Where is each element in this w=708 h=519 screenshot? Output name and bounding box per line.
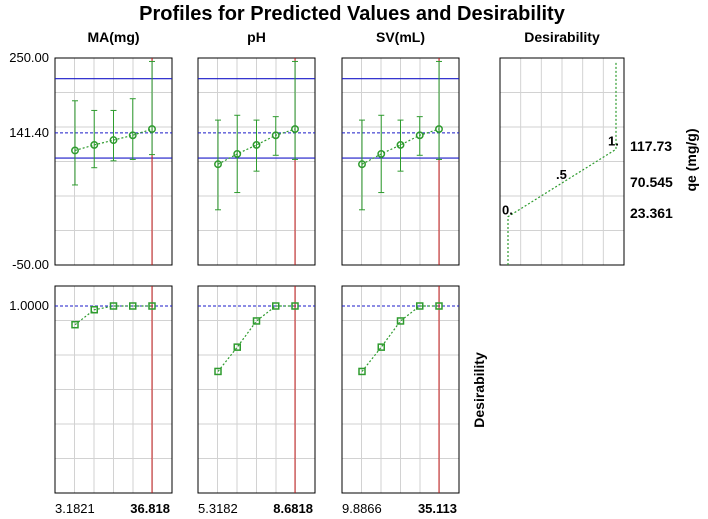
bottom-panel-grid xyxy=(342,286,459,493)
profile-point xyxy=(252,140,261,149)
factor-header: MA(mg) xyxy=(87,29,139,45)
desirability-point xyxy=(358,367,366,376)
qe-tick-label: 70.545 xyxy=(630,174,673,190)
profile-point xyxy=(271,131,280,140)
profile-point xyxy=(415,131,424,140)
y-tick-label: 141.40 xyxy=(9,125,49,140)
qe-axis-label: qe (mg/g) xyxy=(683,129,699,192)
profile-point xyxy=(291,125,299,134)
bottom-panel-grid xyxy=(198,286,315,493)
desirability-point xyxy=(148,302,156,310)
factor-header: SV(mL) xyxy=(376,29,425,45)
profile-point xyxy=(128,131,137,140)
y-tick-label: 1.0000 xyxy=(9,298,49,313)
top-panel-frame xyxy=(54,57,173,266)
desirability-point xyxy=(71,320,79,329)
profile-point xyxy=(377,149,386,158)
desirability-point xyxy=(291,302,299,310)
profile-point xyxy=(358,160,366,169)
factor-header: pH xyxy=(247,29,266,45)
profile-point xyxy=(148,125,156,134)
desirability-point xyxy=(128,302,137,310)
profile-point xyxy=(435,125,443,134)
desirability-point-label: .5 xyxy=(556,167,567,182)
desirability-point xyxy=(214,367,222,376)
bottom-panel-frame xyxy=(54,285,173,494)
desirability-line xyxy=(361,305,439,372)
x-tick-label-max: 35.113 xyxy=(418,501,457,516)
profile-point xyxy=(214,160,222,169)
desirability-header: Desirability xyxy=(524,29,600,45)
profile-point xyxy=(233,149,242,158)
desirability-grid xyxy=(500,58,624,265)
top-panel-grid xyxy=(55,58,172,265)
x-tick-label-min: 5.3182 xyxy=(198,501,238,516)
top-panel-frame xyxy=(341,57,460,266)
desirability-line xyxy=(74,305,152,326)
desirability-point xyxy=(377,343,385,351)
desirability-point-label: 1. xyxy=(608,133,619,148)
qe-tick-label: 23.361 xyxy=(630,205,673,221)
bottom-panel-frame xyxy=(197,285,316,494)
desirability-line xyxy=(217,305,295,372)
profile-point xyxy=(109,136,118,145)
x-tick-label-max: 8.6818 xyxy=(273,501,313,516)
chart-title: Profiles for Predicted Values and Desira… xyxy=(139,3,566,25)
desirability-point xyxy=(90,305,98,314)
desirability-point-label: 0. xyxy=(502,203,513,218)
bottom-panel-frame xyxy=(341,285,460,494)
desirability-point xyxy=(435,302,443,310)
x-tick-label-min: 9.8866 xyxy=(342,501,382,516)
profile-point xyxy=(90,140,99,149)
desirability-point xyxy=(415,302,424,310)
desirability-point xyxy=(252,317,261,325)
bottom-panel-grid xyxy=(55,286,172,493)
profile-line xyxy=(74,128,153,152)
top-panel-frame xyxy=(197,57,316,266)
x-tick-label-min: 3.1821 xyxy=(55,501,95,516)
qe-tick-label: 117.73 xyxy=(630,138,672,154)
profile-point xyxy=(71,146,79,155)
x-tick-label-max: 36.818 xyxy=(130,501,170,516)
desirability-point xyxy=(109,302,118,310)
desirability-curve xyxy=(507,61,617,265)
desirability-point xyxy=(396,317,405,325)
desirability-frame xyxy=(499,57,625,266)
panels-group: MA(mg) pH SV(mL) 250.00 141.40 -50.00 3.1821 36… xyxy=(9,29,699,516)
desirability-point xyxy=(272,302,280,310)
profile-point xyxy=(396,140,405,149)
desirability-point xyxy=(233,343,241,351)
y-tick-label: -50.00 xyxy=(12,257,49,272)
desirability-axis-label: Desirability xyxy=(471,352,487,428)
y-tick-label: 250.00 xyxy=(9,50,49,65)
